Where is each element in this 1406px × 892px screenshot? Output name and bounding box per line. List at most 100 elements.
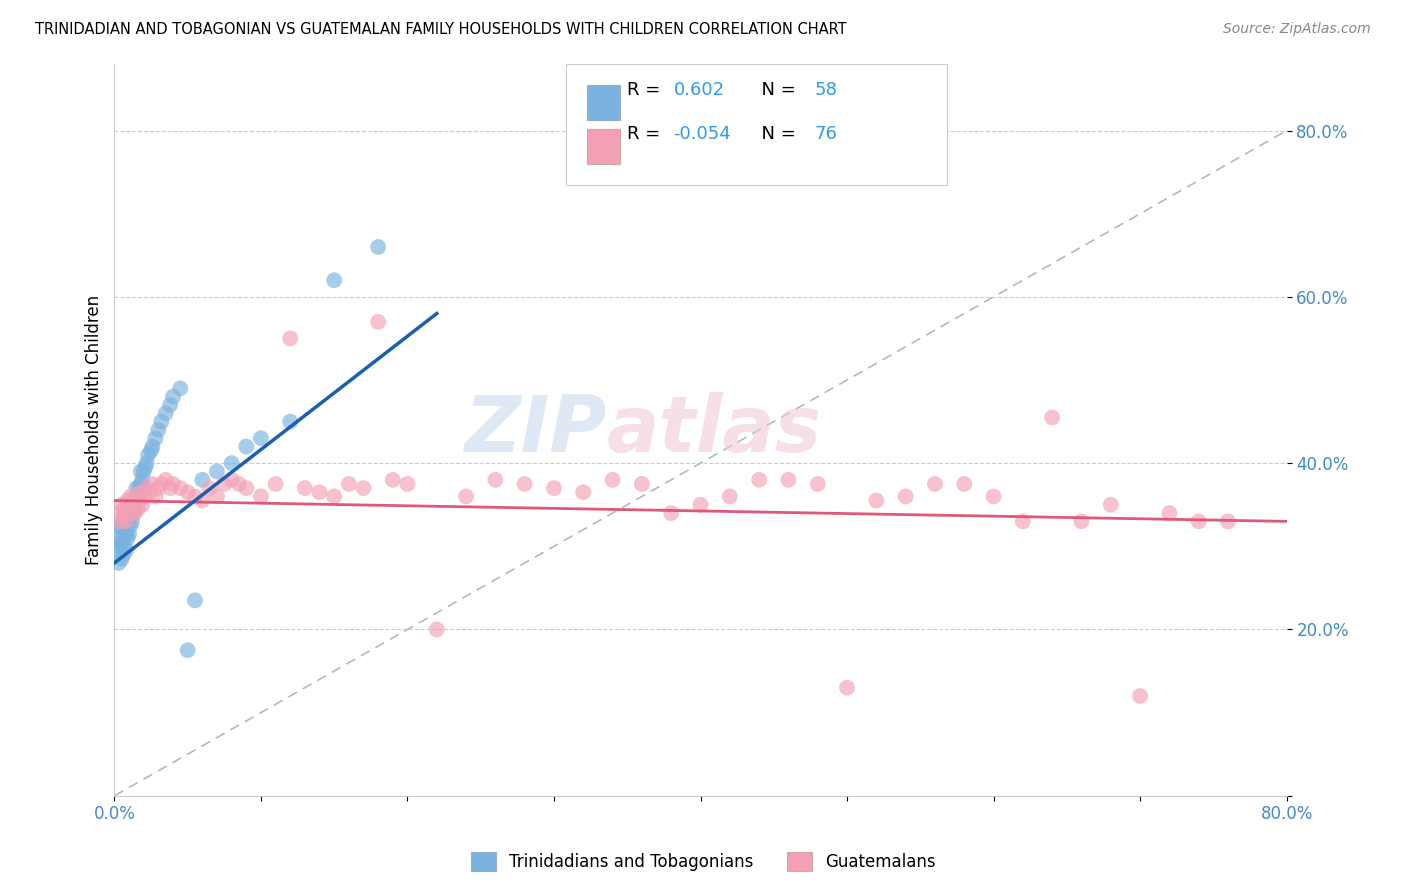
Point bbox=[1159, 506, 1181, 520]
Point bbox=[145, 431, 167, 445]
Point bbox=[128, 493, 150, 508]
Point bbox=[381, 473, 404, 487]
Point bbox=[111, 535, 134, 549]
Point bbox=[110, 539, 132, 553]
Point bbox=[659, 506, 682, 520]
Point bbox=[894, 490, 917, 504]
Text: R =: R = bbox=[627, 80, 665, 99]
Point bbox=[278, 331, 301, 345]
Text: 58: 58 bbox=[814, 80, 837, 99]
Point bbox=[112, 531, 135, 545]
Point bbox=[127, 502, 149, 516]
Point bbox=[111, 523, 134, 537]
Point bbox=[111, 551, 134, 566]
Point bbox=[865, 493, 887, 508]
Point bbox=[155, 406, 177, 420]
Point bbox=[105, 543, 128, 558]
Point bbox=[155, 473, 177, 487]
Point bbox=[115, 506, 138, 520]
Point bbox=[114, 510, 136, 524]
Point bbox=[150, 477, 173, 491]
Text: N =: N = bbox=[749, 125, 801, 143]
Point bbox=[125, 493, 148, 508]
Point bbox=[162, 477, 184, 491]
Text: N =: N = bbox=[749, 80, 801, 99]
Text: 0.602: 0.602 bbox=[673, 80, 724, 99]
Point bbox=[807, 477, 830, 491]
Point bbox=[778, 473, 800, 487]
Text: TRINIDADIAN AND TOBAGONIAN VS GUATEMALAN FAMILY HOUSEHOLDS WITH CHILDREN CORRELA: TRINIDADIAN AND TOBAGONIAN VS GUATEMALAN… bbox=[35, 22, 846, 37]
Point bbox=[235, 440, 257, 454]
Point bbox=[602, 473, 624, 487]
Point bbox=[176, 643, 198, 657]
Text: ZIP: ZIP bbox=[464, 392, 607, 468]
Point bbox=[118, 526, 141, 541]
Point bbox=[1099, 498, 1122, 512]
Point bbox=[1011, 514, 1033, 528]
Point bbox=[132, 490, 155, 504]
Point bbox=[110, 518, 132, 533]
Point bbox=[367, 315, 389, 329]
Point bbox=[308, 485, 330, 500]
Point bbox=[117, 493, 139, 508]
Point bbox=[159, 398, 181, 412]
Point bbox=[323, 490, 346, 504]
Point bbox=[150, 415, 173, 429]
Point bbox=[221, 456, 243, 470]
Point bbox=[145, 490, 167, 504]
Point bbox=[120, 490, 142, 504]
Text: R =: R = bbox=[627, 125, 665, 143]
Point bbox=[111, 498, 134, 512]
Point bbox=[122, 498, 145, 512]
Point bbox=[148, 481, 170, 495]
Point bbox=[107, 556, 129, 570]
Point bbox=[748, 473, 770, 487]
Point bbox=[115, 526, 138, 541]
Point bbox=[114, 526, 136, 541]
Point bbox=[112, 510, 135, 524]
Text: 76: 76 bbox=[814, 125, 837, 143]
FancyBboxPatch shape bbox=[586, 86, 620, 120]
Point bbox=[129, 485, 152, 500]
Point bbox=[924, 477, 946, 491]
Point bbox=[198, 481, 221, 495]
Point bbox=[1216, 514, 1239, 528]
Point bbox=[235, 481, 257, 495]
Point bbox=[128, 481, 150, 495]
Point bbox=[129, 465, 152, 479]
Point bbox=[114, 539, 136, 553]
Point bbox=[184, 593, 207, 607]
Point bbox=[112, 514, 135, 528]
Point bbox=[115, 543, 138, 558]
Point bbox=[1040, 410, 1063, 425]
Point bbox=[114, 502, 136, 516]
Point bbox=[454, 490, 477, 504]
Point bbox=[426, 623, 449, 637]
Text: -0.054: -0.054 bbox=[673, 125, 731, 143]
Point bbox=[117, 514, 139, 528]
Point bbox=[125, 481, 148, 495]
Point bbox=[117, 531, 139, 545]
Point bbox=[124, 502, 146, 516]
Point bbox=[396, 477, 419, 491]
Point bbox=[176, 485, 198, 500]
Point bbox=[323, 273, 346, 287]
Point bbox=[169, 481, 191, 495]
Y-axis label: Family Households with Children: Family Households with Children bbox=[86, 295, 103, 565]
Point bbox=[132, 465, 155, 479]
Point bbox=[543, 481, 565, 495]
Point bbox=[124, 506, 146, 520]
Point bbox=[112, 548, 135, 562]
Point bbox=[135, 481, 157, 495]
Point bbox=[138, 485, 160, 500]
Point bbox=[162, 390, 184, 404]
Point bbox=[953, 477, 976, 491]
Point bbox=[127, 490, 149, 504]
Point bbox=[983, 490, 1005, 504]
Point bbox=[122, 493, 145, 508]
Point bbox=[264, 477, 287, 491]
Point bbox=[125, 490, 148, 504]
Point bbox=[353, 481, 375, 495]
FancyBboxPatch shape bbox=[586, 129, 620, 164]
Text: atlas: atlas bbox=[607, 392, 821, 468]
